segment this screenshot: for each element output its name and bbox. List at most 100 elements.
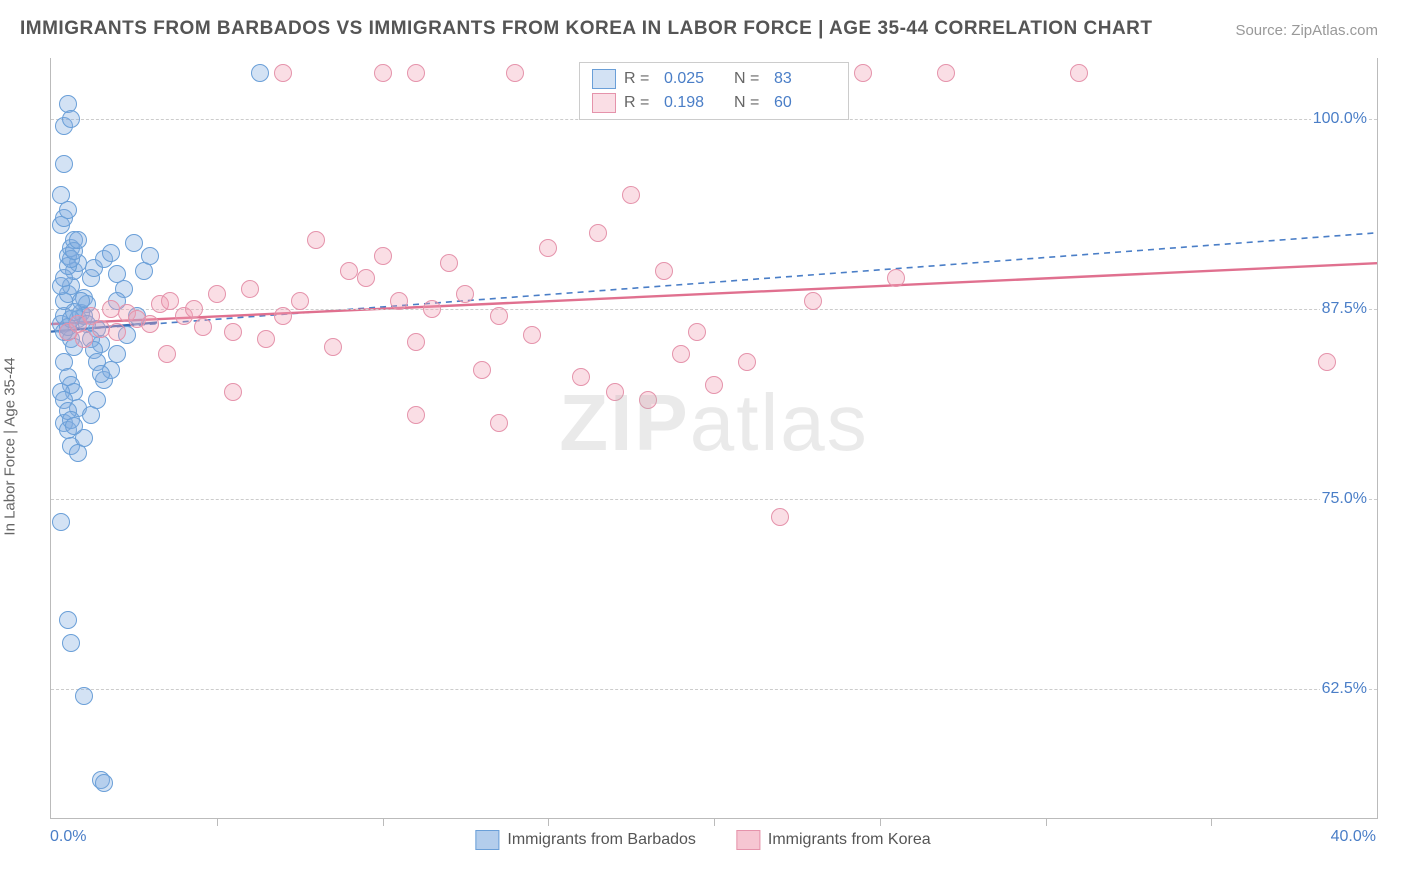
scatter-point bbox=[357, 269, 375, 287]
x-axis-max: 40.0% bbox=[1331, 828, 1376, 846]
scatter-point bbox=[95, 774, 113, 792]
scatter-point bbox=[224, 323, 242, 341]
legend-swatch bbox=[592, 69, 616, 89]
scatter-point bbox=[887, 269, 905, 287]
trend-lines bbox=[51, 58, 1377, 818]
x-tick bbox=[1046, 818, 1047, 826]
scatter-point bbox=[102, 244, 120, 262]
scatter-point bbox=[108, 345, 126, 363]
gridline bbox=[51, 309, 1377, 310]
x-tick bbox=[880, 818, 881, 826]
scatter-point bbox=[75, 330, 93, 348]
scatter-point bbox=[141, 315, 159, 333]
y-tick-label: 62.5% bbox=[1320, 680, 1369, 698]
scatter-point bbox=[257, 330, 275, 348]
scatter-point bbox=[59, 611, 77, 629]
x-tick bbox=[1211, 818, 1212, 826]
scatter-point bbox=[705, 376, 723, 394]
scatter-point bbox=[161, 292, 179, 310]
scatter-point bbox=[854, 64, 872, 82]
scatter-point bbox=[224, 383, 242, 401]
scatter-point bbox=[65, 417, 83, 435]
x-tick bbox=[714, 818, 715, 826]
scatter-point bbox=[374, 64, 392, 82]
scatter-point bbox=[804, 292, 822, 310]
scatter-point bbox=[622, 186, 640, 204]
scatter-point bbox=[407, 64, 425, 82]
scatter-point bbox=[307, 231, 325, 249]
scatter-point bbox=[407, 406, 425, 424]
scatter-point bbox=[490, 307, 508, 325]
scatter-point bbox=[589, 224, 607, 242]
legend-series: Immigrants from Barbados Immigrants from … bbox=[475, 830, 930, 850]
source-attribution: Source: ZipAtlas.com bbox=[1235, 22, 1378, 39]
scatter-point bbox=[374, 247, 392, 265]
scatter-point bbox=[108, 323, 126, 341]
scatter-point bbox=[75, 687, 93, 705]
x-axis-min: 0.0% bbox=[50, 828, 86, 846]
legend-row: R = 0.198 N = 60 bbox=[592, 91, 836, 115]
y-tick-label: 100.0% bbox=[1311, 110, 1369, 128]
scatter-point bbox=[69, 231, 87, 249]
legend-r-label: R = bbox=[624, 70, 656, 88]
scatter-point bbox=[639, 391, 657, 409]
legend-r-value: 0.198 bbox=[664, 94, 726, 112]
y-axis-label: In Labor Force | Age 35-44 bbox=[2, 357, 19, 535]
scatter-point bbox=[102, 300, 120, 318]
scatter-point bbox=[688, 323, 706, 341]
y-tick-label: 75.0% bbox=[1320, 490, 1369, 508]
scatter-point bbox=[1318, 353, 1336, 371]
scatter-point bbox=[423, 300, 441, 318]
legend-series-item: Immigrants from Barbados bbox=[475, 830, 696, 850]
scatter-point bbox=[539, 239, 557, 257]
scatter-point bbox=[208, 285, 226, 303]
scatter-point bbox=[572, 368, 590, 386]
x-tick bbox=[217, 818, 218, 826]
scatter-point bbox=[62, 110, 80, 128]
scatter-point bbox=[1070, 64, 1088, 82]
scatter-point bbox=[490, 414, 508, 432]
scatter-point bbox=[274, 307, 292, 325]
scatter-point bbox=[251, 64, 269, 82]
scatter-point bbox=[440, 254, 458, 272]
scatter-point bbox=[506, 64, 524, 82]
scatter-point bbox=[324, 338, 342, 356]
x-tick bbox=[548, 818, 549, 826]
scatter-point bbox=[672, 345, 690, 363]
gridline bbox=[51, 689, 1377, 690]
scatter-point bbox=[92, 365, 110, 383]
legend-n-label: N = bbox=[734, 70, 766, 88]
legend-swatch bbox=[475, 830, 499, 850]
legend-series-label: Immigrants from Barbados bbox=[507, 831, 696, 849]
scatter-point bbox=[523, 326, 541, 344]
scatter-point bbox=[52, 186, 70, 204]
scatter-point bbox=[606, 383, 624, 401]
scatter-point bbox=[390, 292, 408, 310]
legend-swatch bbox=[592, 93, 616, 113]
legend-correlation: R =0.025N =83R =0.198N =60 bbox=[579, 62, 849, 120]
scatter-point bbox=[937, 64, 955, 82]
plot-area: ZIPatlas R =0.025N =83R =0.198N =60 62.5… bbox=[50, 58, 1378, 819]
scatter-point bbox=[771, 508, 789, 526]
scatter-point bbox=[291, 292, 309, 310]
scatter-point bbox=[125, 234, 143, 252]
x-tick bbox=[383, 818, 384, 826]
scatter-point bbox=[407, 333, 425, 351]
legend-n-label: N = bbox=[734, 94, 766, 112]
scatter-point bbox=[185, 300, 203, 318]
legend-n-value: 60 bbox=[774, 94, 836, 112]
scatter-point bbox=[738, 353, 756, 371]
scatter-point bbox=[92, 320, 110, 338]
legend-series-item: Immigrants from Korea bbox=[736, 830, 931, 850]
legend-series-label: Immigrants from Korea bbox=[768, 831, 931, 849]
scatter-point bbox=[655, 262, 673, 280]
scatter-point bbox=[158, 345, 176, 363]
scatter-point bbox=[55, 155, 73, 173]
scatter-point bbox=[52, 513, 70, 531]
y-tick-label: 87.5% bbox=[1320, 300, 1369, 318]
legend-swatch bbox=[736, 830, 760, 850]
scatter-point bbox=[340, 262, 358, 280]
gridline bbox=[51, 499, 1377, 500]
scatter-point bbox=[274, 64, 292, 82]
legend-r-label: R = bbox=[624, 94, 656, 112]
